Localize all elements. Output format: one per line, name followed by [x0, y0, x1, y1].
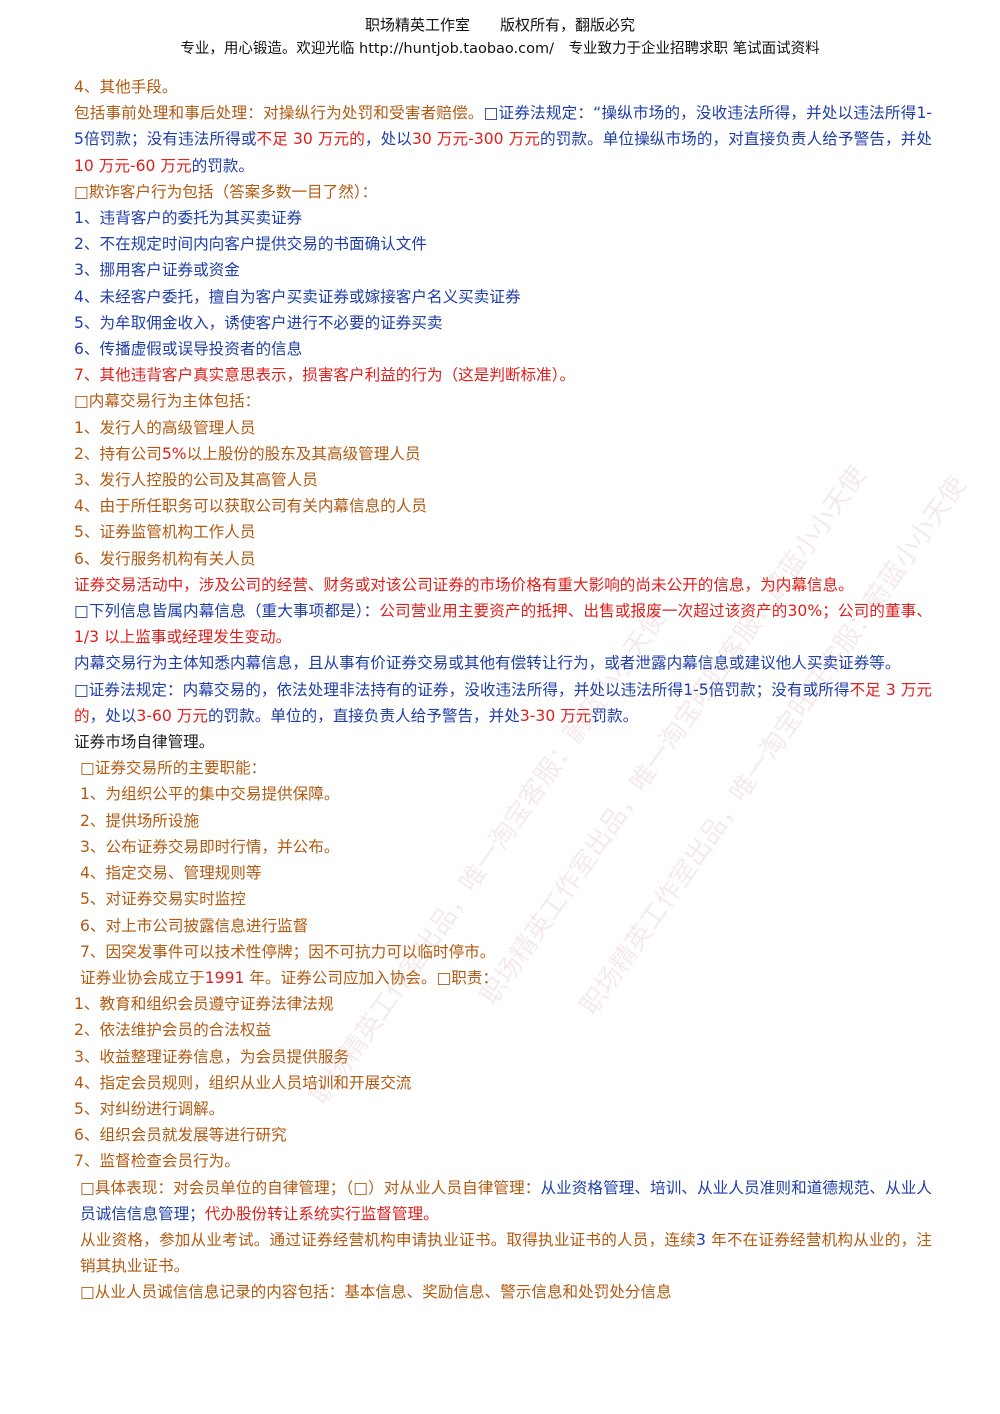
list-item: 4、由于所任职务可以获取公司有关内幕信息的人员	[74, 497, 427, 516]
section-heading: 证券市场自律管理。	[74, 733, 215, 752]
text-span: 倍罚款；没有或所得	[708, 680, 850, 699]
text-line: 证券业协会成立于1991 年。证券公司应加入协会。□职责：	[74, 965, 932, 991]
text-span: 证券业协会成立于	[80, 968, 205, 987]
list-item: 2、不在规定时间内向客户提供交易的书面确认文件	[74, 235, 427, 254]
list-item: 1、教育和组织会员遵守证券法律法规	[74, 995, 334, 1014]
text-line: □内幕交易行为主体包括：	[74, 392, 261, 411]
text-span: 的罚款。单位操纵市场的，对直接负责人给予警告，并处	[540, 130, 932, 149]
list-item: 7、监督检查会员行为。	[74, 1152, 240, 1171]
list-item: 2、持有公司5%以上股份的股东及其高级管理人员	[74, 441, 932, 467]
text-span: 1-5	[74, 104, 932, 149]
text-line: □证券交易所的主要职能：	[80, 759, 267, 778]
list-item: 7、因突发事件可以技术性停牌；因不可抗力可以临时停市。	[80, 942, 496, 961]
text-span: □具体表现：对会员单位的自律管理；（□）对从业人员自律管理：	[80, 1178, 541, 1197]
list-item: 6、对上市公司披露信息进行监督	[80, 916, 309, 935]
text-span: 倍罚款；没有违法所得或	[83, 130, 257, 149]
list-item: 4、指定交易、管理规则等	[80, 864, 262, 883]
list-item: 3、收益整理证券信息，为会员提供服务	[74, 1047, 350, 1066]
list-item: 2、提供场所设施	[80, 811, 200, 830]
text-span: 不足 3 万元的	[74, 680, 932, 725]
text-span: 的罚款。单位的，直接负责人给予警告，并处	[207, 706, 520, 725]
list-item: 6、组织会员就发展等进行研究	[74, 1126, 287, 1145]
text-span: □下列信息皆属内幕信息（重大事项都是）：	[74, 602, 380, 621]
text-span: ；公司的董事、	[822, 602, 932, 621]
list-item: 3、挪用客户证券或资金	[74, 261, 240, 280]
text-span: □证券法规定：内幕交易的，依法处理非法持有的证券，没收违法所得，并处以违法所得	[74, 680, 684, 699]
text-span: 1-5	[683, 680, 709, 699]
list-item: 1、发行人的高级管理人员	[74, 418, 256, 437]
text-line: □从业人员诚信信息记录的内容包括：基本信息、奖励信息、警示信息和处罚处分信息	[80, 1283, 672, 1302]
list-item: 2、依法维护会员的合法权益	[74, 1021, 272, 1040]
text-span: □证券法规定：“操纵市场的，没收违法所得，并处以违法所得	[483, 104, 917, 123]
text-line: 4、其他手段。	[74, 78, 178, 96]
text-span: 年不在证券经营机构从业的，注销其执业证书。	[80, 1230, 932, 1276]
document-body: 4、其他手段。 包括事前处理和事后处理：对操纵行为处罚和受害者赔偿。□证券法规定…	[74, 74, 932, 1306]
text-span: ，处以	[364, 130, 412, 149]
list-item: 4、未经客户委托，擅自为客户买卖证券或嫁接客户名义买卖证券	[74, 287, 521, 306]
paragraph-insider-behavior: 内幕交易行为主体知悉内幕信息，且从事有价证券交易或其他有偿转让行为，或者泄露内幕…	[74, 654, 901, 673]
list-item: 5、对证券交易实时监控	[80, 890, 246, 909]
list-item: 5、证券监管机构工作人员	[74, 523, 256, 542]
list-item: 6、发行服务机构有关人员	[74, 549, 256, 568]
text-line: 证券交易活动中，涉及公司的经营、财务或对该公司证券的市场价格有重大影响的尚未公开…	[74, 575, 854, 594]
text-span: 不足 30 万元的	[256, 130, 365, 149]
paragraph-insider-penalty: □证券法规定：内幕交易的，依法处理非法持有的证券，没收违法所得，并处以违法所得1…	[74, 677, 932, 729]
paragraph-self-regulation: □具体表现：对会员单位的自律管理；（□）对从业人员自律管理：从业资格管理、培训、…	[74, 1175, 932, 1227]
text-span: 30 万元-300 万元	[411, 130, 541, 149]
list-item: 1、为组织公平的集中交易提供保障。	[80, 785, 340, 804]
list-item: 6、传播虚假或误导投资者的信息	[74, 340, 303, 359]
list-item: 5、对纠纷进行调解。	[74, 1099, 225, 1118]
header-line-2: 专业，用心锻造。欢迎光临 http://huntjob.taobao.com/ …	[180, 41, 820, 57]
text-span: 30%	[787, 602, 823, 621]
header-line-1: 职场精英工作室 版权所有，翻版必究	[364, 16, 635, 34]
text-span: 年。证券公司应加入协会。□职责：	[244, 968, 499, 987]
text-span: 的罚款。	[191, 156, 254, 175]
list-item: 3、公布证券交易即时行情，并公布。	[80, 837, 340, 856]
list-item: 3、发行人控股的公司及其高管人员	[74, 471, 318, 490]
text-span: 2、持有公司	[74, 444, 162, 463]
text-span: 罚款。	[591, 706, 639, 725]
text-span: 3-60 万元	[136, 706, 208, 725]
text-span: ，处以	[89, 706, 137, 725]
text-span: 3	[695, 1230, 706, 1249]
text-span: 从业资格，参加从业考试。通过证券经营机构申请执业证书。取得执业证书的人员，连续	[80, 1230, 696, 1249]
paragraph-qualification: 从业资格，参加从业考试。通过证券经营机构申请执业证书。取得执业证书的人员，连续3…	[74, 1227, 932, 1279]
text-span: 从业资格管理、培训、从业人员准则和道德规范、从业人员诚信信息管理；	[80, 1178, 932, 1223]
text-span: 5%	[161, 444, 187, 463]
text-span: 代办股份转让系统实行监督管理。	[204, 1204, 439, 1223]
list-item: 4、指定会员规则，组织从业人员培训和开展交流	[74, 1073, 412, 1092]
list-item: 1、违背客户的委托为其买卖证券	[74, 209, 303, 228]
text-span: 包括事前处理和事后处理：对操纵行为处罚和受害者赔偿。	[74, 104, 484, 123]
text-span: 以上股份的股东及其高级管理人员	[186, 444, 421, 463]
list-item: 5、为牟取佣金收入，诱使客户进行不必要的证券买卖	[74, 313, 443, 332]
paragraph-insider-info: □下列信息皆属内幕信息（重大事项都是）：公司营业用主要资产的抵押、出售或报废一次…	[74, 598, 932, 650]
paragraph-manipulation-penalty: 包括事前处理和事后处理：对操纵行为处罚和受害者赔偿。□证券法规定：“操纵市场的，…	[74, 100, 932, 179]
text-span: 1/3	[74, 628, 100, 647]
text-span: 3-30 万元	[519, 706, 592, 725]
text-span: 1991	[204, 968, 245, 987]
list-item: 7、其他违背客户真实意思表示，损害客户利益的行为（这是判断标准）。	[74, 366, 576, 385]
text-span: 公司营业用主要资产的抵押、出售或报废一次超过该资产的	[379, 602, 788, 621]
text-span: 10 万元-60 万元	[74, 156, 192, 175]
text-span: 以上监事或经理发生变动。	[99, 628, 292, 647]
text-line: □欺诈客户行为包括（答案多数一目了然）：	[74, 182, 378, 201]
